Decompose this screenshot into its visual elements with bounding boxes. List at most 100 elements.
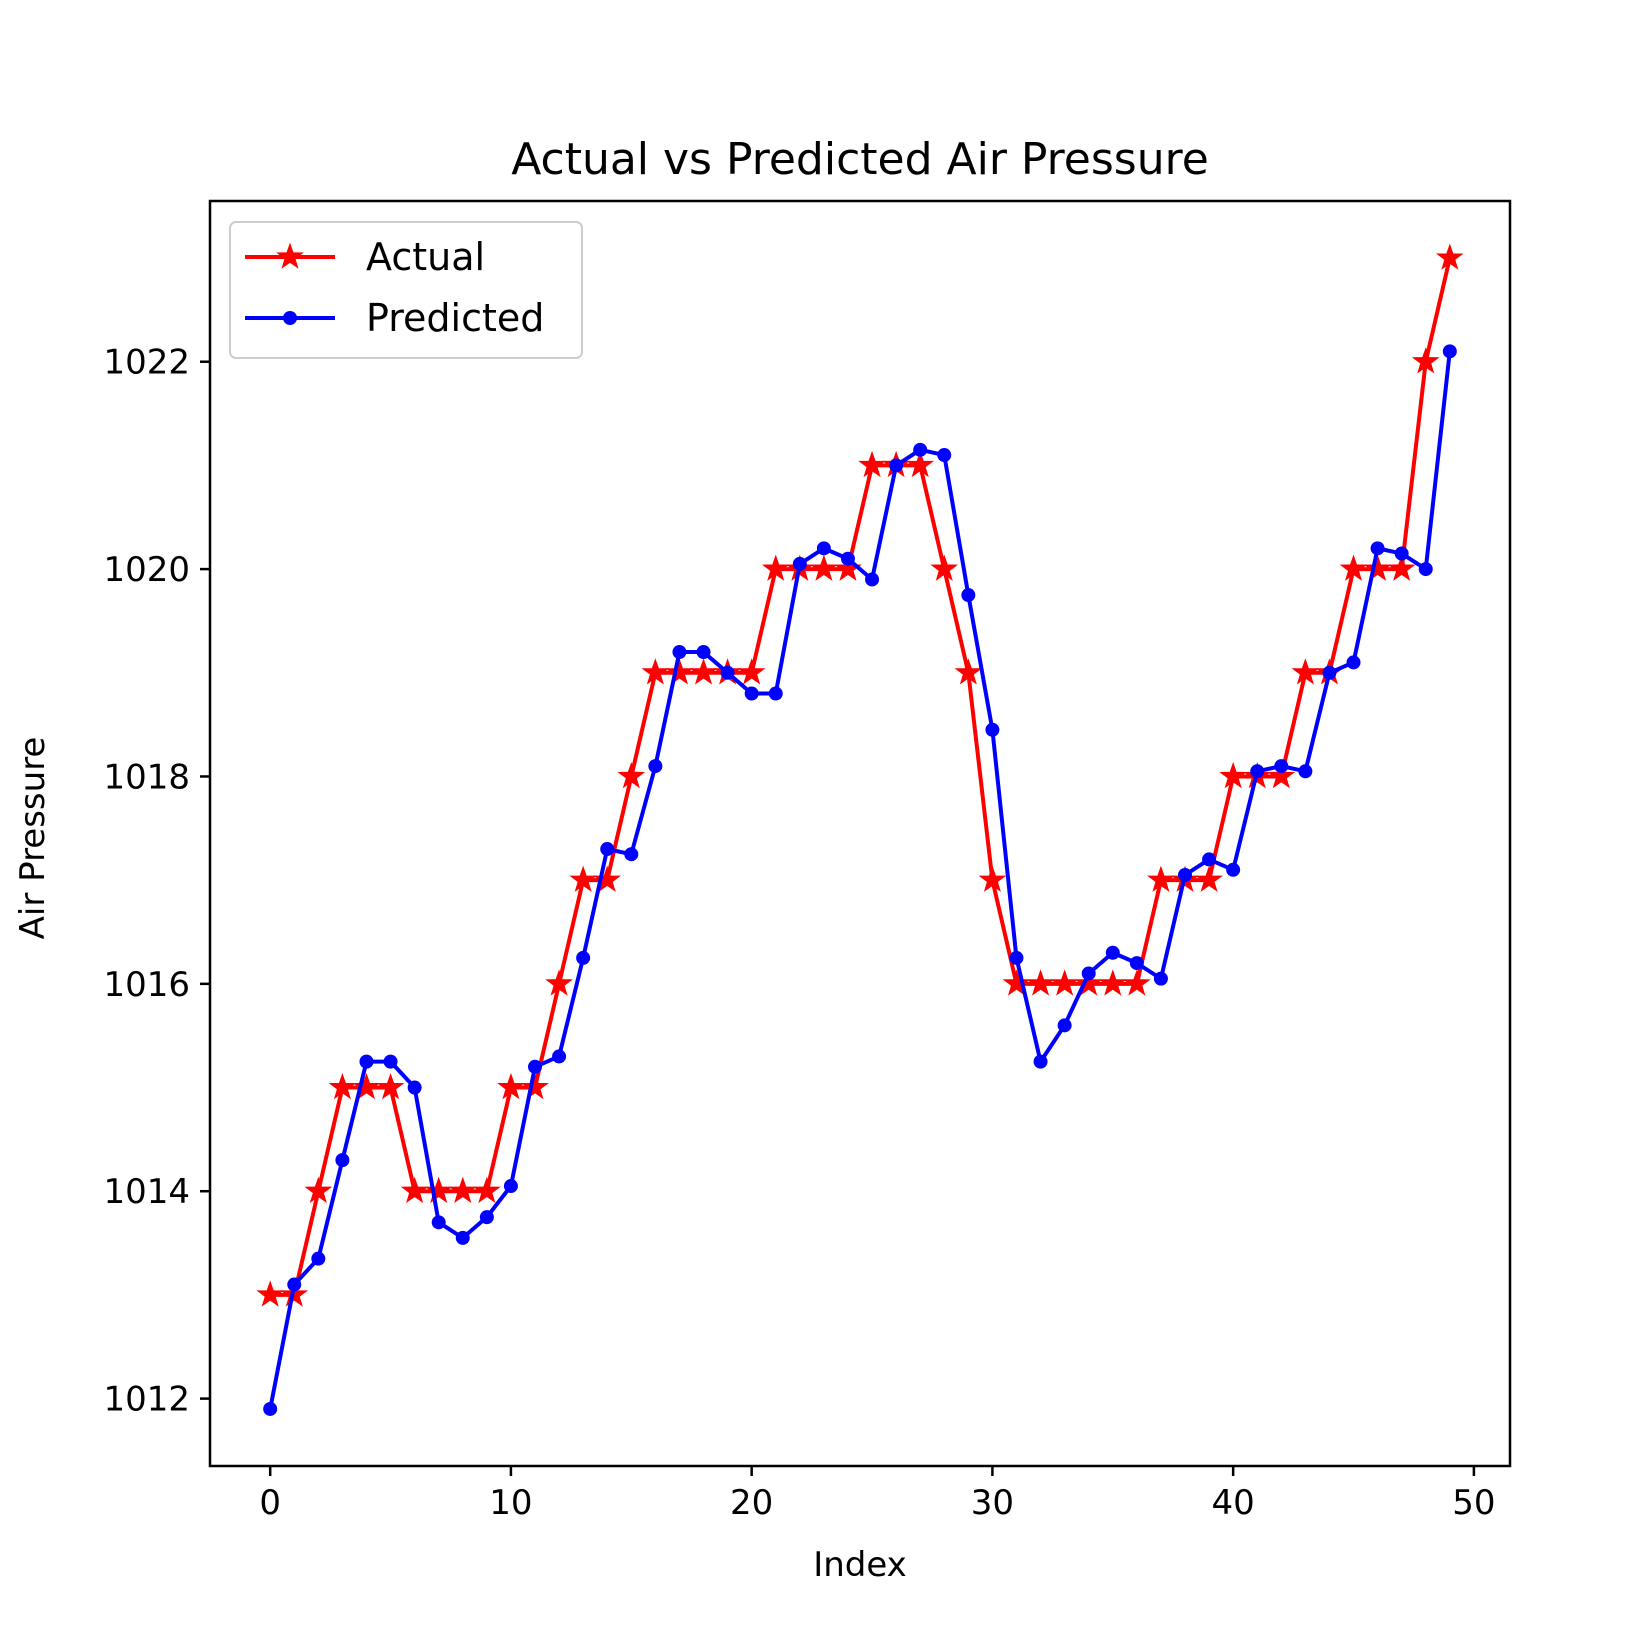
y-tick-label: 1016 [103,965,190,1005]
data-point-actual [1339,554,1368,581]
data-point-predicted [840,551,855,566]
legend-label: Predicted [366,296,544,340]
data-point-actual [1123,969,1151,996]
data-point-predicted [1129,956,1144,971]
chart-title: Actual vs Predicted Air Pressure [511,134,1209,185]
data-point-actual [328,1073,357,1100]
data-point-predicted [552,1049,567,1064]
x-tick-label: 30 [971,1483,1014,1523]
data-point-actual [1291,658,1320,685]
data-point-predicted [913,442,928,457]
data-point-predicted [1370,541,1385,556]
series-actual [256,243,1464,1307]
data-point-predicted [1057,1018,1072,1033]
data-point-predicted [1322,665,1337,680]
data-point-predicted [1226,862,1241,877]
data-point-predicted [1274,759,1289,774]
data-point-actual [497,1073,525,1100]
data-point-actual [665,658,694,685]
data-point-actual [810,554,838,581]
data-point-actual [1147,865,1175,892]
data-point-predicted [1442,344,1457,359]
y-tick-label: 1020 [103,550,190,590]
data-point-predicted [455,1230,470,1245]
data-point-predicted [744,686,759,701]
data-point-actual [1074,969,1103,996]
data-point-actual [473,1176,501,1203]
series-predicted [263,344,1457,1416]
legend: Actual Predicted [229,221,583,359]
data-point-actual [352,1073,381,1100]
data-point-actual [617,761,646,789]
data-point-actual [641,658,670,685]
data-point-predicted [263,1401,278,1416]
data-point-predicted [576,950,591,965]
data-point-actual [689,658,718,685]
data-point-predicted [1202,852,1217,867]
legend-swatch-marker [283,311,297,325]
data-point-actual [1195,865,1223,892]
data-point-actual [1411,347,1440,374]
data-point-predicted [528,1059,542,1074]
x-tick-label: 20 [730,1483,773,1523]
data-point-predicted [816,541,831,556]
data-point-actual [304,1176,333,1203]
data-point-predicted [1153,971,1168,986]
data-point-predicted [335,1153,350,1168]
legend-item-predicted: Predicted [245,296,544,340]
data-point-predicted [624,847,639,862]
y-axis-label: Air Pressure [13,737,53,940]
data-point-actual [1267,761,1296,789]
data-point-predicted [696,645,711,660]
data-point-actual [376,1073,405,1100]
legend-swatch-marker [276,242,304,269]
data-point-actual [545,969,573,996]
data-point-actual [737,658,766,685]
data-point-actual [930,554,959,581]
data-point-predicted [407,1080,422,1095]
y-tick-label: 1012 [103,1380,190,1420]
data-point-actual [858,450,886,478]
data-point-predicted [672,645,687,660]
data-point-predicted [1298,764,1313,779]
data-point-actual [593,865,622,892]
data-point-predicted [287,1277,302,1292]
data-point-predicted [1346,655,1361,670]
x-tick-label: 10 [489,1483,532,1523]
data-point-predicted [648,759,663,774]
data-point-predicted [1033,1054,1048,1069]
data-point-actual [1363,554,1392,581]
data-point-actual [906,450,934,478]
data-point-predicted [1418,562,1433,577]
data-point-predicted [359,1054,374,1069]
data-point-actual [1219,761,1247,789]
data-point-predicted [985,722,1000,737]
series-line-actual [270,257,1452,1297]
legend-item-actual: Actual [245,235,485,279]
data-point-predicted [865,572,880,587]
data-point-predicted [503,1179,518,1194]
data-point-predicted [1009,950,1024,965]
data-point-actual [256,1280,284,1307]
data-point-predicted [1105,945,1120,960]
x-tick-label: 50 [1452,1483,1495,1523]
data-point-actual [424,1176,453,1203]
data-point-predicted [1394,546,1409,561]
y-tick-label: 1018 [103,757,190,797]
data-point-actual [1436,243,1464,270]
data-point-predicted [600,842,615,857]
plot-frame [208,199,1512,1468]
data-point-actual [954,658,983,685]
legend-label: Actual [366,235,485,279]
y-tick-label: 1022 [103,343,190,383]
data-point-actual [569,865,597,892]
data-point-predicted [1081,966,1096,981]
data-point-predicted [792,556,807,571]
data-point-actual [761,554,790,581]
data-point-predicted [479,1210,494,1225]
data-point-actual [1050,969,1079,996]
data-point-predicted [431,1215,446,1230]
data-point-predicted [720,665,735,680]
